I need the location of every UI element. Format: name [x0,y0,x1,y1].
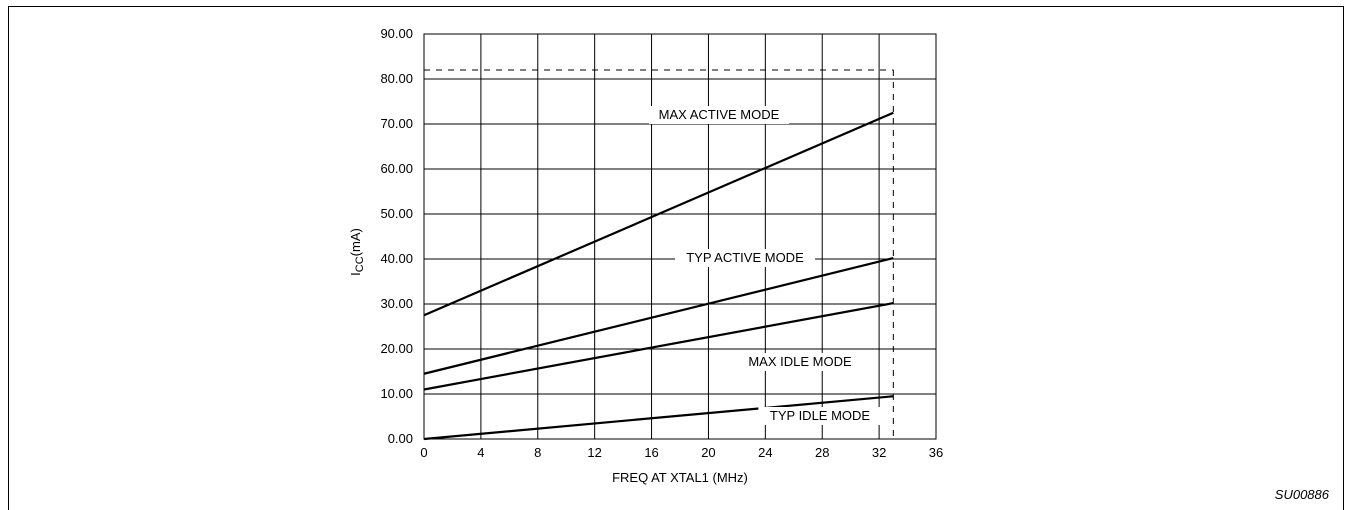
y-axis-label-sub: CC [354,256,366,272]
y-tick-label: 10.00 [380,386,413,401]
x-tick-label: 0 [420,445,427,460]
x-tick-label: 32 [872,445,886,460]
y-axis-label-unit: (mA) [348,228,363,256]
series-label: MAX ACTIVE MODE [659,107,780,122]
series-lines [423,111,894,441]
series-label: TYP IDLE MODE [770,408,871,423]
annotation-background [675,249,815,267]
series-line-0 [423,111,894,317]
plot-border [423,33,937,440]
x-tick-label: 4 [477,445,484,460]
y-tick-label: 0.00 [388,431,413,446]
x-tick-label: 12 [587,445,601,460]
y-tick-label: 20.00 [380,341,413,356]
y-tick-label: 40.00 [380,251,413,266]
y-tick-label: 70.00 [380,116,413,131]
x-tick-label: 20 [701,445,715,460]
limit-lines [424,69,894,439]
annotation-background [738,353,862,371]
annotation-background [649,106,789,124]
x-tick-label: 16 [644,445,658,460]
series-annotations: MAX ACTIVE MODE TYP ACTIVE MODE MAX IDLE M… [649,106,882,425]
series-line-1 [423,257,894,375]
y-tick-label: 90.00 [380,26,413,41]
y-tick-label: 60.00 [380,161,413,176]
y-tick-label: 80.00 [380,71,413,86]
grid [423,33,937,440]
x-tick-label: 8 [534,445,541,460]
series-line-3 [423,395,894,441]
annotation-background [758,407,882,425]
y-tick-label: 30.00 [380,296,413,311]
figure-frame [8,6,1344,510]
y-tick-labels: 0.00 10.00 20.00 30.00 40.00 50.00 60.00 70.00 8… [380,26,413,446]
x-tick-label: 36 [929,445,943,460]
series-label: MAX IDLE MODE [748,354,852,369]
x-tick-label: 28 [815,445,829,460]
series-line-2 [423,302,894,391]
x-axis-label: FREQ AT XTAL1 (MHz) [612,470,748,485]
figure-code: SU00886 [1274,487,1329,502]
y-axis-label-main: I [348,272,363,276]
series-label: TYP ACTIVE MODE [686,250,804,265]
x-tick-label: 24 [758,445,772,460]
y-tick-label: 50.00 [380,206,413,221]
x-tick-labels: 0 4 8 12 16 20 24 28 32 36 [420,445,943,460]
y-axis-label: ICC(mA) [348,228,366,276]
